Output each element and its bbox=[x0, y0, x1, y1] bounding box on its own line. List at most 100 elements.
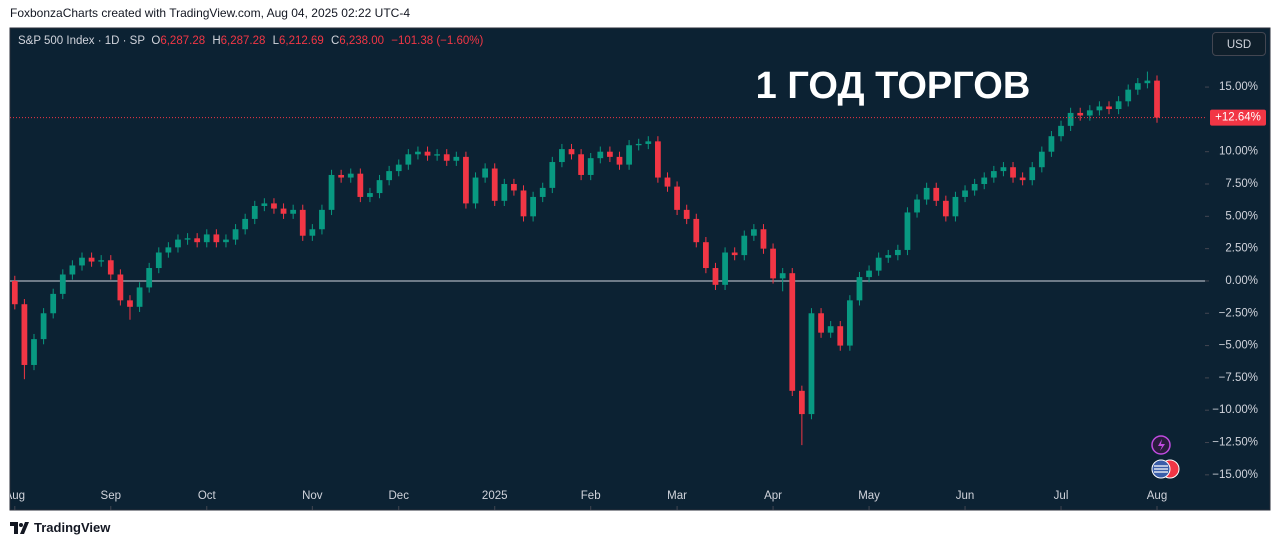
y-tick-label: 7.50% bbox=[1225, 178, 1258, 190]
candle-body bbox=[549, 162, 556, 188]
x-tick-label: Feb bbox=[581, 490, 601, 502]
candle-body bbox=[338, 174, 345, 178]
candle-body bbox=[731, 252, 738, 256]
o-label: O bbox=[151, 35, 161, 47]
x-tick-label: Sep bbox=[101, 490, 121, 502]
candle-body bbox=[1086, 110, 1093, 116]
candle-body bbox=[184, 238, 191, 240]
candle-body bbox=[789, 273, 796, 391]
candle-body bbox=[463, 156, 469, 204]
candle-body bbox=[117, 274, 124, 301]
candle-body bbox=[376, 180, 383, 194]
candle-body bbox=[1010, 167, 1016, 178]
x-tick-label: Mar bbox=[667, 490, 687, 502]
candle-body bbox=[136, 287, 143, 307]
lightning-icon bbox=[1158, 439, 1165, 451]
l-value: 6,212.69 bbox=[279, 35, 324, 47]
candle-body bbox=[1115, 101, 1122, 110]
candle-body bbox=[645, 141, 652, 144]
y-tick-label: −10.00% bbox=[1212, 404, 1258, 416]
candle-body bbox=[232, 229, 239, 240]
candle-body bbox=[933, 187, 940, 201]
candle-body bbox=[971, 184, 978, 191]
candle-body bbox=[674, 186, 680, 210]
candle-body bbox=[453, 156, 460, 161]
candle-body bbox=[1154, 80, 1160, 118]
candle-body bbox=[539, 187, 546, 197]
candle-body bbox=[40, 313, 47, 340]
candle-body bbox=[1019, 177, 1026, 181]
chart-title: 1 ГОД ТОРГОВ bbox=[756, 65, 1031, 107]
candle-body bbox=[501, 184, 508, 201]
l-label: L bbox=[272, 35, 279, 47]
candle-body bbox=[750, 229, 757, 236]
candle-body bbox=[1106, 106, 1112, 110]
x-tick-label: May bbox=[858, 490, 880, 502]
candle-body bbox=[885, 255, 892, 258]
candle-body bbox=[290, 209, 297, 214]
candle-body bbox=[472, 177, 479, 204]
currency-button[interactable]: USD bbox=[1212, 32, 1266, 56]
candle-body bbox=[952, 196, 959, 217]
candle-body bbox=[165, 247, 172, 253]
y-tick-label: 15.00% bbox=[1219, 81, 1258, 93]
candle-body bbox=[856, 277, 863, 301]
candle-body bbox=[347, 173, 354, 178]
price-label-bg bbox=[1210, 109, 1266, 126]
candle-body bbox=[155, 252, 162, 269]
candle-body bbox=[434, 154, 441, 156]
y-tick-label: 10.00% bbox=[1219, 146, 1258, 158]
candle-body bbox=[837, 326, 844, 346]
candle-body bbox=[261, 203, 268, 206]
candle-body bbox=[818, 313, 824, 333]
candle-body bbox=[50, 293, 57, 314]
candle-body bbox=[923, 187, 930, 200]
candle-body bbox=[107, 260, 114, 275]
candle-body bbox=[587, 158, 594, 175]
h-value: 6,287.28 bbox=[220, 35, 266, 47]
x-tick-label: Aug bbox=[5, 490, 25, 502]
candle-body bbox=[712, 268, 719, 285]
candle-body bbox=[616, 156, 623, 165]
candle-body bbox=[683, 209, 690, 219]
candle-body bbox=[11, 280, 18, 305]
footer: TradingView bbox=[34, 520, 111, 535]
candle-body bbox=[904, 212, 911, 250]
y-tick-label: −12.50% bbox=[1212, 437, 1258, 449]
x-tick-label: Oct bbox=[198, 490, 217, 502]
candle-body bbox=[357, 173, 364, 197]
candle-body bbox=[779, 273, 786, 279]
y-tick-label: −7.50% bbox=[1219, 372, 1258, 384]
candle-body bbox=[251, 205, 258, 219]
legend: S&P 500 Index · 1D · SP O6,287.28 H6,287… bbox=[18, 35, 487, 47]
candle-body bbox=[1038, 151, 1045, 168]
candle-body bbox=[175, 239, 181, 248]
logo bbox=[10, 522, 29, 534]
candle-body bbox=[69, 265, 76, 275]
candle-body bbox=[280, 208, 287, 214]
candle-body bbox=[146, 268, 153, 288]
x-tick-label: Jul bbox=[1054, 490, 1069, 502]
candle-body bbox=[395, 164, 402, 172]
x-tick-label: Dec bbox=[389, 490, 410, 502]
candle-body bbox=[271, 203, 277, 209]
candle-body bbox=[981, 177, 988, 185]
candle-body bbox=[482, 168, 488, 178]
x-tick-label: 2025 bbox=[482, 490, 508, 502]
candle-body bbox=[990, 171, 997, 178]
candle-body bbox=[664, 177, 671, 187]
candle-body bbox=[424, 151, 431, 156]
price-label: +12.64% bbox=[1215, 112, 1261, 124]
candle-body bbox=[88, 257, 95, 262]
candle-body bbox=[914, 199, 920, 213]
candle-body bbox=[98, 260, 105, 262]
candle-body bbox=[328, 174, 335, 210]
candle-body bbox=[223, 239, 229, 243]
candle-body bbox=[798, 390, 805, 415]
candle-body bbox=[942, 200, 949, 217]
candle-body bbox=[741, 235, 748, 256]
candle-body bbox=[1125, 89, 1132, 102]
y-tick-label: −5.00% bbox=[1219, 340, 1258, 352]
candle-body bbox=[1134, 83, 1141, 90]
